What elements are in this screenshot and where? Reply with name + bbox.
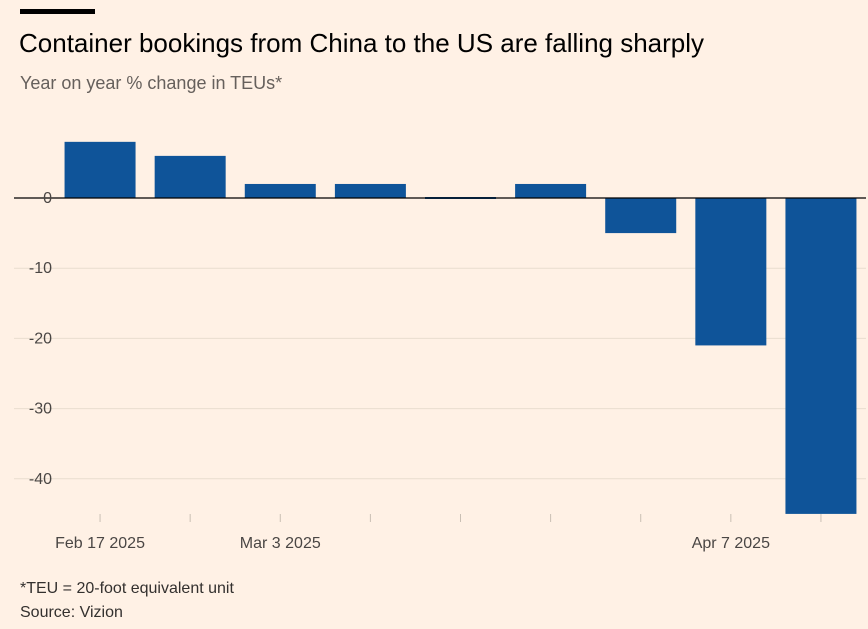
y-tick-label: -20 — [29, 330, 52, 347]
bar — [695, 198, 767, 346]
source-note: Source: Vizion — [20, 604, 123, 621]
y-tick-label: -30 — [29, 401, 52, 418]
bar — [785, 198, 857, 514]
x-tick-label: Apr 7 2025 — [692, 535, 770, 552]
bar — [154, 155, 226, 198]
x-axis-ticks: Feb 17 2025 Mar 3 2025 Apr 7 2025 — [55, 514, 822, 552]
y-tick-label: 0 — [43, 190, 52, 207]
y-axis-ticks: 0 -10 -20 -30 -40 — [29, 190, 52, 488]
y-tick-label: -40 — [29, 471, 52, 488]
bar — [334, 183, 406, 198]
title-rule — [20, 9, 95, 14]
chart-title: Container bookings from China to the US … — [19, 28, 705, 58]
bars — [64, 141, 857, 514]
x-tick-label: Mar 3 2025 — [240, 535, 321, 552]
x-tick-label: Feb 17 2025 — [55, 535, 145, 552]
bar — [515, 183, 587, 198]
bar — [64, 141, 136, 198]
chart-subtitle: Year on year % change in TEUs* — [20, 73, 283, 93]
bar — [605, 198, 677, 234]
y-tick-label: -10 — [29, 260, 52, 277]
bar — [244, 183, 316, 198]
footnote: *TEU = 20-foot equivalent unit — [20, 580, 234, 597]
